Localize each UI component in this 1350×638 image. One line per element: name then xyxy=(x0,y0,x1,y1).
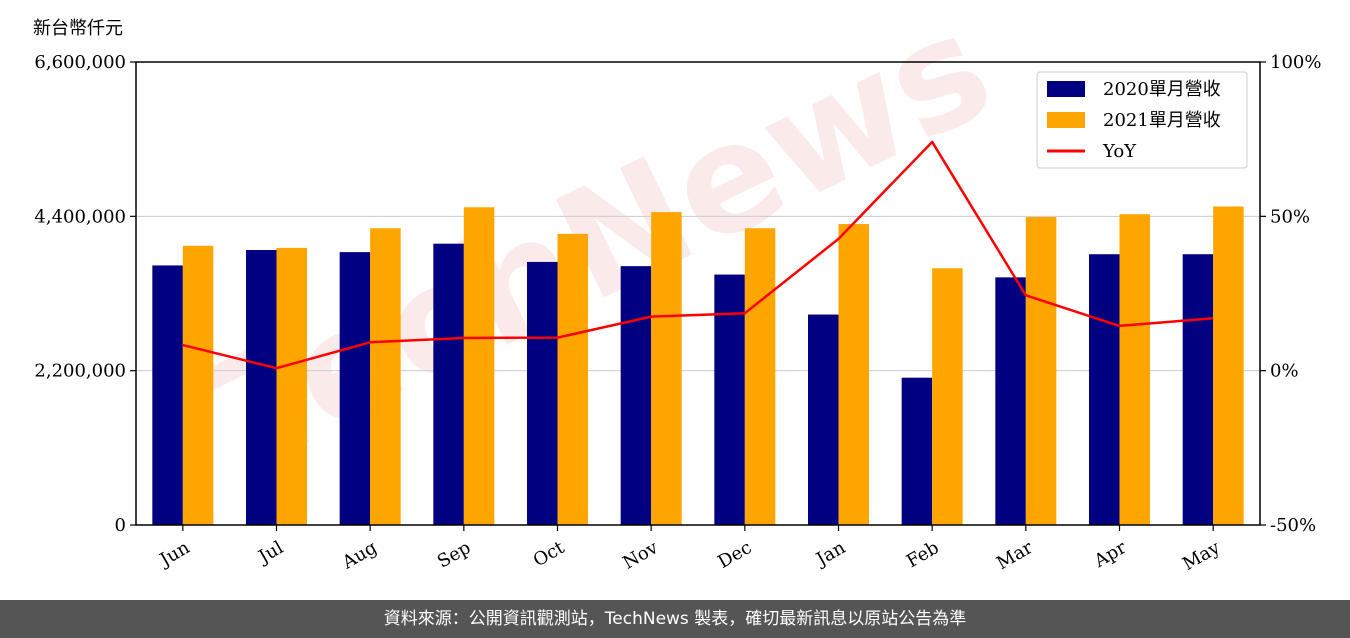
left-tick-label: 2,200,000 xyxy=(34,361,126,382)
bars-layer xyxy=(152,206,1244,526)
right-tick-label: 100% xyxy=(1270,52,1321,73)
legend-label: 2020單月營收 xyxy=(1103,79,1221,100)
bar-2020 xyxy=(527,261,558,525)
bar-2021 xyxy=(1119,214,1150,525)
left-tick-label: 0 xyxy=(115,515,126,536)
bar-2021 xyxy=(1213,206,1244,525)
legend-label: YoY xyxy=(1102,141,1137,162)
x-tick-label: Sep xyxy=(434,537,474,572)
x-tick-label: Mar xyxy=(993,537,1037,574)
bar-2021 xyxy=(1025,217,1057,525)
bar-2020 xyxy=(620,266,652,525)
bar-2020 xyxy=(808,314,839,525)
bar-2020 xyxy=(339,252,371,526)
x-tick-label: Jan xyxy=(811,537,849,571)
bar-2021 xyxy=(932,268,963,525)
x-tick-label: Apr xyxy=(1090,537,1130,572)
yoy-line-layer xyxy=(182,140,1214,370)
bar-2021 xyxy=(182,245,214,525)
bar-2021 xyxy=(651,212,682,525)
x-tick-label: Jun xyxy=(155,537,194,572)
legend-label: 2021單月營收 xyxy=(1103,110,1221,131)
bar-2021 xyxy=(838,224,869,526)
bar-2020 xyxy=(1089,254,1120,525)
x-tick-label: Dec xyxy=(714,537,755,573)
legend-box xyxy=(1036,71,1248,169)
yoy-line xyxy=(182,140,1214,370)
revenue-chart: TechNews 0 2,200,000 4,400,000 6,600,000 -50… xyxy=(33,0,1321,575)
right-tick-label: 0% xyxy=(1270,361,1299,382)
bar-2021 xyxy=(463,207,495,526)
legend: 2020單月營收 2021單月營收 YoY xyxy=(1036,71,1248,169)
bar-2021 xyxy=(744,228,776,525)
left-tick-label: 4,400,000 xyxy=(34,206,126,227)
x-tick-label: Feb xyxy=(903,537,943,572)
bar-2020 xyxy=(901,377,933,525)
bar-2020 xyxy=(433,243,464,525)
watermark-layer: TechNews xyxy=(190,0,1017,502)
x-tick-label: Aug xyxy=(338,537,381,574)
x-tick-label: Oct xyxy=(530,537,569,572)
bar-2020 xyxy=(152,265,183,525)
bar-2020 xyxy=(995,277,1026,525)
bar-2021 xyxy=(276,247,307,525)
bar-2021 xyxy=(557,233,588,525)
bar-2020 xyxy=(1182,254,1214,525)
watermark-text: TechNews xyxy=(190,0,1017,502)
right-tick-label: 50% xyxy=(1270,206,1310,227)
x-tick-label: Nov xyxy=(619,537,662,574)
bar-2020 xyxy=(714,274,745,525)
plot-frame xyxy=(135,61,1261,526)
right-tick-label: -50% xyxy=(1270,515,1316,536)
bar-2021 xyxy=(370,228,401,525)
source-footer: 資料來源：公開資訊觀測站，TechNews 製表，確切最新訊息以原站公告為準 xyxy=(0,600,1350,638)
x-tick-label: Jul xyxy=(253,537,287,569)
y-unit-label: 新台幣仟元 xyxy=(33,18,123,39)
legend-swatch xyxy=(1047,81,1085,97)
left-tick-label: 6,600,000 xyxy=(34,52,126,73)
legend-swatch xyxy=(1047,112,1085,128)
bar-2020 xyxy=(246,250,277,526)
x-tick-label: May xyxy=(1179,537,1224,575)
